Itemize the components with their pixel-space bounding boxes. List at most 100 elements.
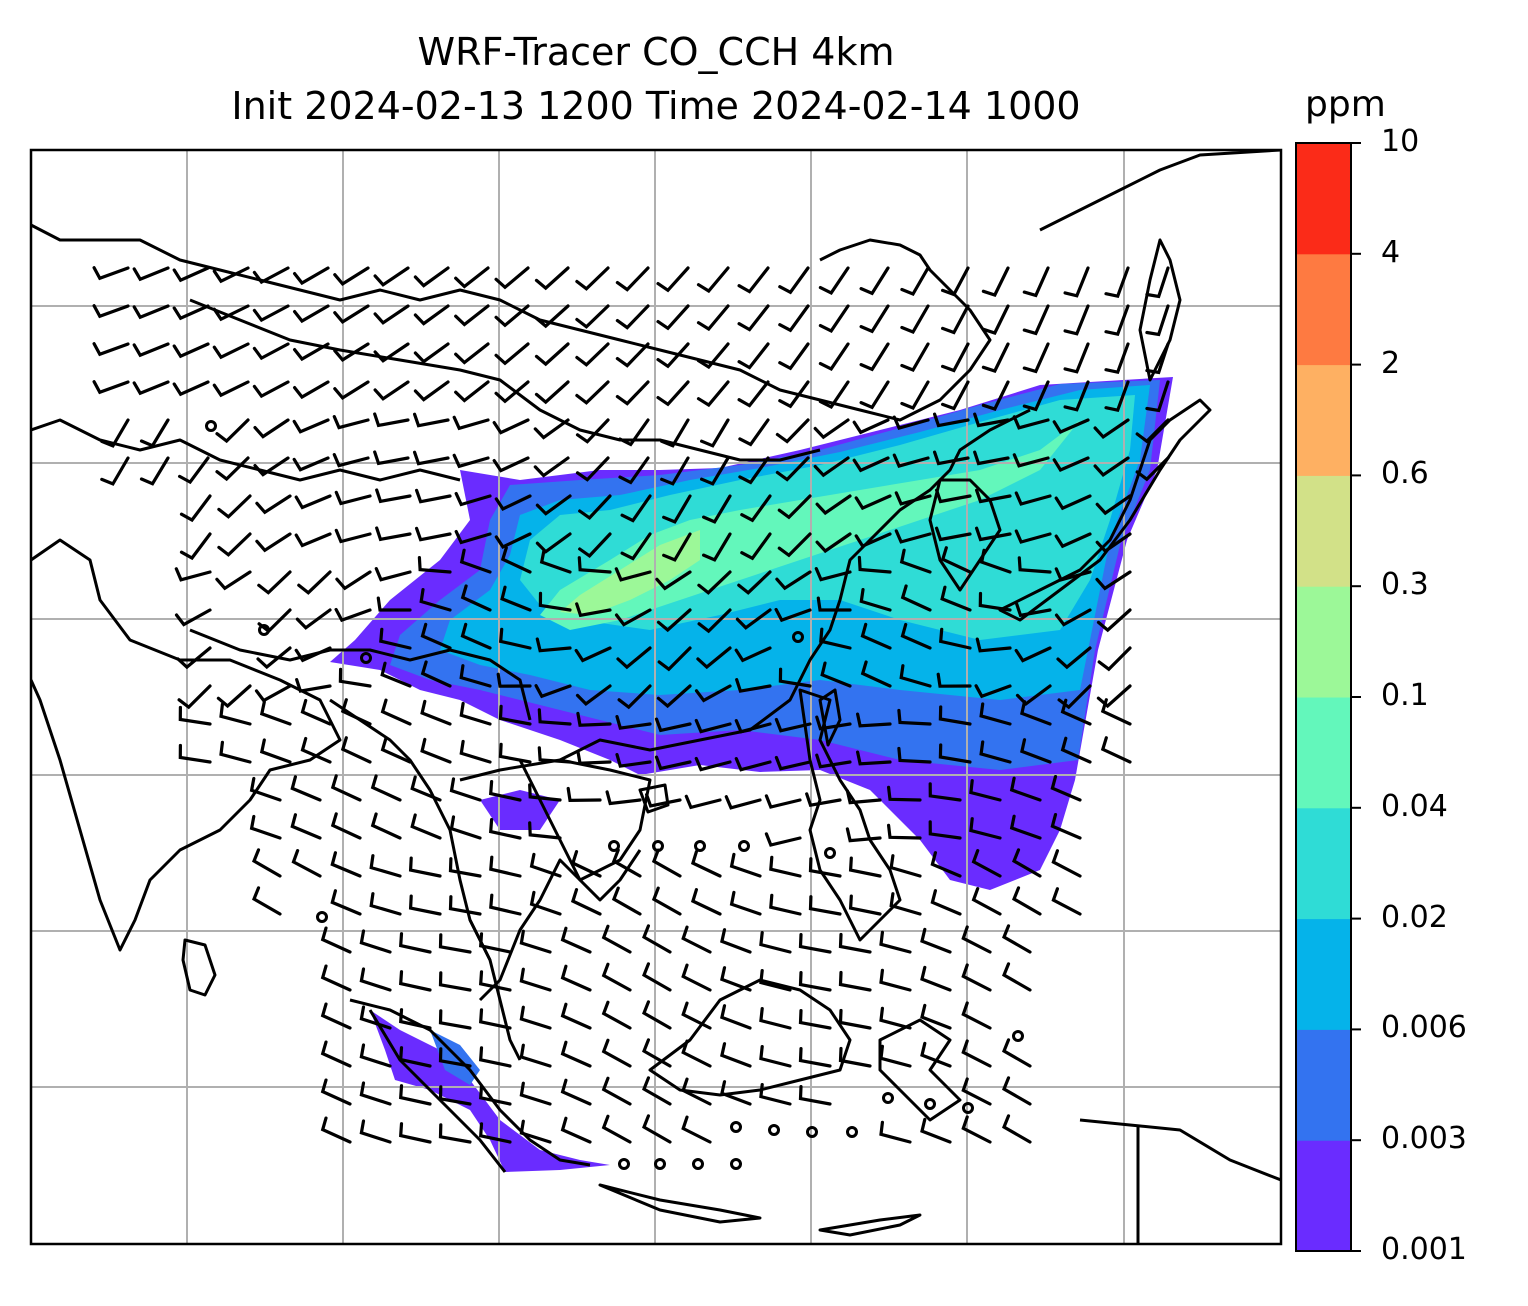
wind-barb: [969, 817, 1002, 840]
wind-barb: [879, 930, 912, 954]
coast-taiwan: [818, 688, 842, 747]
wind-barb: [696, 266, 730, 294]
wind-barb: [969, 779, 1002, 802]
wind-barb: [330, 774, 362, 802]
wind-barb: [576, 711, 612, 727]
wind-barb: [253, 418, 290, 439]
wind-barb: [320, 1040, 352, 1068]
colorbar-segment: [1296, 918, 1351, 1030]
wind-barb: [656, 304, 690, 331]
calm-marker: [608, 840, 620, 852]
wind-barb: [798, 1047, 832, 1068]
calm-marker: [205, 420, 217, 432]
wind-barb: [920, 1003, 952, 1030]
wind-barb: [370, 774, 402, 802]
colorbar-tick-label: 0.04: [1381, 788, 1448, 824]
wind-barb: [500, 585, 532, 612]
coast-bay-bengal: [329, 698, 492, 961]
wind-barb: [614, 567, 652, 582]
wind-barb: [938, 627, 972, 650]
wind-barb: [255, 532, 292, 553]
wind-barb: [889, 854, 922, 878]
wind-barb: [295, 678, 332, 693]
wind-barb: [320, 1078, 352, 1106]
wind-barb: [370, 812, 402, 840]
wind-barb: [769, 855, 802, 878]
wind-barb: [249, 776, 282, 802]
wind-barb: [696, 342, 730, 370]
wind-barb: [459, 701, 492, 726]
wind-barb: [575, 684, 612, 707]
wind-barb: [519, 1081, 552, 1106]
wind-barb: [1052, 418, 1090, 435]
colorbar-tick-label: 10: [1381, 124, 1420, 159]
wind-barb: [1100, 736, 1132, 764]
wind-barb: [720, 1004, 752, 1030]
wind-barb: [879, 1006, 912, 1030]
wind-barb: [681, 963, 712, 992]
wind-barb: [611, 886, 642, 916]
wind-barb: [938, 743, 972, 764]
wind-barb: [838, 1046, 872, 1068]
wind-barb: [1014, 529, 1052, 544]
wind-barb: [537, 708, 572, 726]
wind-barb: [492, 418, 530, 435]
wind-barb: [253, 456, 290, 477]
wind-barb: [373, 342, 410, 363]
calm-wind-markers: [205, 420, 1024, 1170]
wind-barb: [410, 813, 442, 840]
wind-barb: [408, 894, 442, 916]
wind-barb: [1001, 962, 1032, 992]
wind-barb: [1012, 453, 1050, 468]
wind-barb: [815, 532, 852, 554]
wind-barb: [374, 567, 412, 582]
wind-barb: [617, 684, 652, 710]
wind-barb: [928, 782, 962, 802]
colorbar-segment: [1296, 697, 1351, 809]
wind-barb: [577, 556, 612, 574]
calm-marker: [738, 840, 750, 852]
colorbar-tick-label: 4: [1381, 234, 1401, 270]
wind-barb: [300, 736, 332, 764]
calm-marker: [882, 1092, 894, 1104]
wind-barb: [759, 931, 792, 954]
wind-barb: [291, 849, 322, 878]
wind-barb: [294, 532, 332, 548]
wind-barb: [494, 532, 532, 549]
wind-barb: [479, 1084, 512, 1106]
wind-barb: [255, 494, 292, 515]
wind-barb: [838, 970, 872, 992]
calm-marker: [792, 631, 804, 643]
wind-barb: [454, 492, 492, 507]
wind-barb: [1057, 684, 1092, 710]
wind-barb: [601, 1114, 632, 1144]
calm-marker: [1012, 1030, 1024, 1042]
wind-barb: [176, 646, 212, 670]
wind-barb: [941, 304, 970, 335]
wind-barb: [961, 1115, 992, 1144]
coast-srilanka: [181, 938, 217, 997]
wind-barb: [533, 456, 570, 478]
wind-barb: [655, 570, 692, 591]
wind-barb: [1022, 380, 1050, 412]
wind-barb: [179, 494, 212, 523]
wind-barb: [373, 450, 410, 466]
wind-barb: [1022, 266, 1050, 298]
wind-barb: [601, 1076, 632, 1106]
wind-barb: [534, 342, 570, 367]
calm-marker: [654, 1158, 666, 1170]
wind-barb: [681, 1115, 712, 1144]
colorbar-tick-label: 0.02: [1381, 899, 1448, 935]
wind-barb: [894, 529, 932, 544]
coast-hainan: [638, 783, 670, 814]
wind-barb: [294, 646, 332, 663]
wind-barb: [212, 342, 250, 360]
wind-barb: [961, 1001, 992, 1030]
wind-barb: [574, 646, 612, 663]
calm-marker: [652, 840, 664, 852]
calm-marker: [316, 911, 328, 923]
wind-barb: [419, 588, 452, 612]
wind-barb: [778, 304, 810, 333]
